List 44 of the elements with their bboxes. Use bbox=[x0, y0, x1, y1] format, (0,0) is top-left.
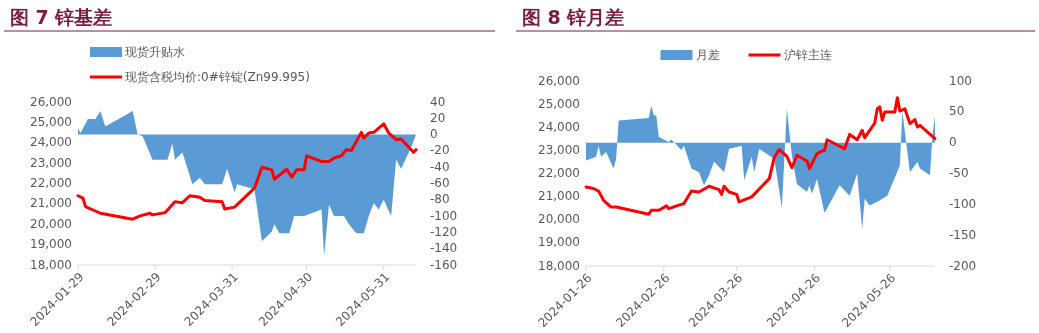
y2-tick-label: -50 bbox=[949, 166, 969, 180]
y2-tick-label: 0 bbox=[430, 127, 438, 142]
y-tick-label: 26,000 bbox=[30, 94, 72, 109]
legend-label: 现货升贴水 bbox=[125, 45, 185, 59]
y-tick-label: 18,000 bbox=[30, 257, 72, 272]
legend-label: 现货含税均价:0#锌锭(Zn99.995) bbox=[125, 70, 310, 84]
y-tick-label: 25,000 bbox=[30, 114, 72, 129]
y-tick-label: 19,000 bbox=[538, 235, 580, 250]
y-tick-label: 24,000 bbox=[538, 119, 580, 134]
y2-tick-label: 0 bbox=[949, 135, 957, 150]
y2-tick-label: 100 bbox=[949, 73, 972, 88]
y-tick-label: 23,000 bbox=[30, 155, 72, 170]
y2-tick-label: 20 bbox=[430, 110, 446, 125]
y2-tick-label: -140 bbox=[430, 241, 458, 256]
y2-tick-label: -20 bbox=[430, 143, 450, 158]
y-tick-label: 26,000 bbox=[538, 73, 580, 88]
y-tick-label: 23,000 bbox=[538, 142, 580, 157]
legend-label: 月差 bbox=[695, 48, 720, 62]
y-tick-label: 24,000 bbox=[30, 135, 72, 150]
y2-tick-label: -160 bbox=[430, 257, 458, 272]
chart-title: 图 7 锌基差 bbox=[10, 6, 113, 28]
legend-label: 沪锌主连 bbox=[783, 48, 832, 62]
y2-tick-label: -150 bbox=[949, 227, 977, 242]
line-series bbox=[584, 96, 937, 216]
y-tick-label: 18,000 bbox=[538, 258, 580, 273]
y2-tick-label: -100 bbox=[430, 208, 458, 223]
y2-tick-label: -60 bbox=[430, 176, 450, 190]
y2-tick-label: -200 bbox=[949, 258, 977, 273]
y-tick-label: 21,000 bbox=[30, 196, 72, 211]
y2-tick-label: -80 bbox=[430, 192, 450, 207]
y-tick-label: 20,000 bbox=[538, 212, 580, 227]
y-tick-label: 19,000 bbox=[30, 237, 72, 252]
y-tick-label: 20,000 bbox=[30, 216, 72, 231]
y-tick-label: 21,000 bbox=[538, 189, 580, 204]
y2-tick-label: -100 bbox=[949, 196, 977, 211]
y-tick-label: 22,000 bbox=[538, 166, 580, 180]
y-tick-label: 22,000 bbox=[30, 176, 72, 190]
y-tick-label: 25,000 bbox=[538, 96, 580, 111]
y2-tick-label: 50 bbox=[949, 104, 965, 119]
y2-tick-label: 40 bbox=[430, 94, 446, 109]
y2-tick-label: -40 bbox=[430, 159, 450, 174]
chart-title: 图 8 锌月差 bbox=[522, 6, 625, 28]
y2-tick-label: -120 bbox=[430, 224, 458, 239]
line-series bbox=[76, 122, 418, 221]
